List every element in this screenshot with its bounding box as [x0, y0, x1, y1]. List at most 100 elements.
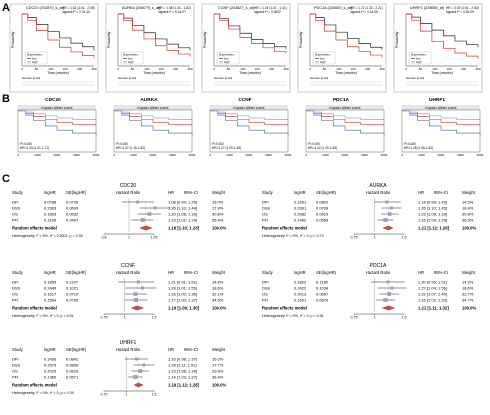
forest-row-se: 0.0619: [316, 211, 329, 216]
forest-row-study: OS: [12, 368, 18, 373]
kmb-gene-title: CDC20: [45, 97, 61, 103]
kmb-x-tick: 3000: [361, 153, 368, 157]
km-x-tick: 250: [475, 67, 480, 71]
forest-header-weight: Weight: [212, 270, 226, 275]
kmb-x-tick: 1000: [226, 153, 233, 157]
km-x-tick: 200: [77, 67, 82, 71]
forest-row-study: DFI: [262, 279, 268, 284]
forest-row-hr-ci: 1.13 [1.02; 1.24]: [168, 217, 197, 222]
forest-row-study: OS: [262, 211, 268, 216]
forest-gene-title: CCNF: [121, 263, 135, 269]
forest-row-hr-ci: 1.22 [1.07; 1.40]: [418, 291, 447, 296]
kmb-x-tick: 4000: [93, 153, 100, 157]
forest-row-box: [385, 200, 389, 204]
forest-gene-title: UHRF1: [120, 340, 137, 346]
kmb-x-tick: 0: [305, 153, 307, 157]
forest-row-box: [390, 286, 394, 290]
forest-row-se: 0.1021: [66, 285, 79, 290]
forest-header-loghr: logHR: [294, 270, 306, 275]
kmb-subtitle-bar: [210, 105, 288, 110]
forest-model-diamond: [139, 225, 153, 231]
forest-row-hr-ci: 1.14 [1.02; 1.27]: [168, 374, 197, 379]
forest-header-loghr: logHR: [44, 270, 56, 275]
kmb-gene-title: PDC1A: [333, 97, 350, 103]
km-x-tick: 0: [213, 67, 215, 71]
forest-row-hr-ci: 1.20 [0.95; 1.51]: [418, 279, 447, 284]
kmb-hr-value: HR=1.27 (1.09-1.49): [212, 146, 241, 150]
forest-heterogeneity: Heterogeneity: I² = 5%, τ² = 0.0001, p =…: [12, 234, 83, 238]
forest-row-study: DFI: [262, 199, 268, 204]
kmb-subtitle: Kaplan-Meier curve: [137, 106, 168, 110]
forest-row-study: DFI: [12, 356, 18, 361]
km-x-tick: 100: [336, 67, 341, 71]
forest-row-weight: 18.4%: [462, 205, 474, 210]
kmb-p-value: P=0.000: [116, 142, 128, 146]
forest-model-weight: 100.0%: [462, 226, 476, 231]
forest-uhrf1: UHRF1 Study logHR SE(logHR) Hazard Ratio HR 95…: [12, 340, 226, 397]
forest-model-hr-ci: 1.19 [1.12; 1.28]: [168, 383, 200, 388]
km-legend-high-label: high: [320, 60, 326, 64]
forest-row-se: 0.0842: [66, 356, 79, 361]
forest-row-study: OS: [12, 211, 18, 216]
km-x-tick: 50: [227, 67, 231, 71]
forest-row-loghr: 0.1360: [44, 374, 57, 379]
forest-row-box: [386, 280, 390, 284]
km-x-tick: 150: [159, 67, 164, 71]
forest-model-hr-ci: 1.19 [1.09; 1.30]: [168, 306, 200, 311]
kmb-x-tick: 1000: [322, 153, 329, 157]
kmb-x-tick: 4000: [381, 153, 388, 157]
forest-row-box: [390, 206, 393, 210]
km-gene-title: PDC1A (226060_s_at): [314, 6, 353, 10]
km-curve-high: [406, 13, 479, 59]
forest-row-weight: 17.7%: [212, 362, 224, 367]
km-risk-label: Number at risk: [214, 76, 233, 80]
kmb-x-tick: 3000: [169, 153, 176, 157]
forest-header-hr: HR: [168, 270, 174, 275]
forest-row-se: 0.0679: [316, 297, 329, 302]
forest-gene-title: PDC1A: [370, 263, 387, 269]
km-x-tick: 250: [91, 67, 96, 71]
forest-x-tick-label: 1: [124, 316, 126, 320]
km-risk-label: Number at risk: [310, 76, 329, 80]
forest-row-box: [133, 292, 138, 296]
km-x-tick: 0: [405, 67, 407, 71]
forest-row-box: [138, 369, 143, 373]
km-p-text: logrank P = 2.7e-10: [62, 10, 90, 14]
km-y-label: Probability: [203, 31, 207, 48]
forest-header-hazard-ratio: Hazard Ratio: [116, 190, 141, 195]
panel-c: CDC20 Study logHR SE(logHR) Hazard Ratio HR 95…: [12, 183, 476, 397]
panel-a: CDC20 (202870_s_at)HR = 1.62 (1.41 - 2.0…: [9, 3, 483, 93]
km-x-tick: 250: [283, 67, 288, 71]
kmb-x-tick: 0: [113, 153, 115, 157]
forest-row-box: [141, 286, 144, 290]
km-curve-high: [310, 13, 383, 58]
forest-row-se: 0.0709: [316, 205, 329, 210]
forest-row-hr-ci: 1.16 [0.98; 1.37]: [168, 356, 197, 361]
kmb-subtitle-bar: [402, 105, 480, 110]
forest-x-tick-label: 0.75: [101, 316, 108, 320]
forest-row-study: OS: [262, 291, 268, 296]
forest-row-weight: 30.8%: [212, 211, 224, 216]
kmb-curve-2: [18, 110, 97, 136]
km-legend-title: Expression: [315, 53, 330, 57]
forest-x-tick-label: 1: [374, 236, 376, 240]
kmb-curve-2: [114, 110, 193, 136]
forest-row-hr-ci: 1.16 [1.02; 1.33]: [418, 297, 447, 302]
km-curve-high: [22, 13, 95, 59]
forest-row-box: [153, 206, 157, 210]
forest-row-se: 0.0616: [66, 368, 79, 373]
km-x-label: Time (months): [239, 71, 261, 75]
forest-model-weight: 100.0%: [212, 383, 226, 388]
forest-row-weight: 36.3%: [462, 217, 474, 222]
forest-row-loghr: 0.2082: [294, 211, 307, 216]
km-plot-frame: [297, 3, 387, 93]
km-x-label: Time (months): [143, 71, 165, 75]
forest-x-tick-label: 0.72: [101, 393, 108, 397]
km-curve-low: [22, 13, 95, 51]
forest-row-hr-ci: 1.21 [0.91; 1.51]: [168, 279, 197, 284]
forest-header-study: Study: [12, 190, 24, 195]
forest-row-hr-ci: 1.26 [1.10; 1.45]: [418, 205, 447, 210]
km-p-text: logrank P = 6.1e-07: [158, 10, 186, 14]
forest-aurka: AURKA Study logHR SE(logHR) Hazard Ratio HR 95…: [262, 183, 476, 240]
forest-header-se: SE(logHR): [66, 347, 87, 352]
